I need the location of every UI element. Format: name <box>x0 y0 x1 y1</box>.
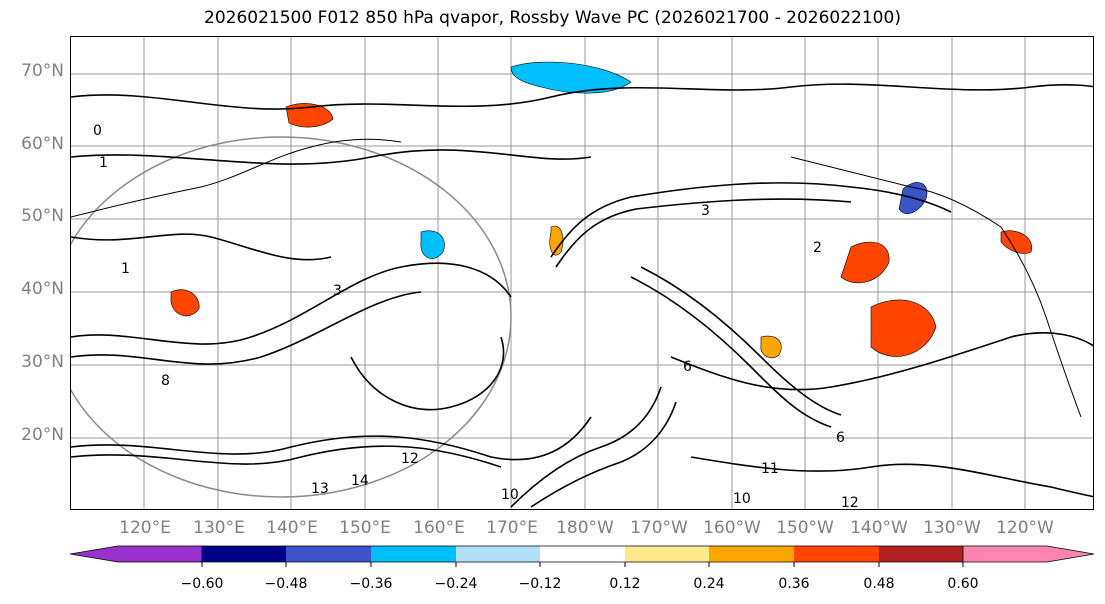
contour-label: 3 <box>701 203 710 219</box>
contour-line <box>670 332 1093 391</box>
anomaly-fill-siberia <box>285 103 334 128</box>
contour-line <box>510 386 662 508</box>
coastline-na-west <box>1000 226 1082 418</box>
anomaly-fill-ne-pacific-2 <box>870 299 937 357</box>
lat-label-70n: 70°N <box>21 61 64 81</box>
colorbar-tick-label: 0.12 <box>609 576 641 592</box>
anomaly-fill-wpac-blue <box>420 230 445 259</box>
contour-line <box>350 336 505 411</box>
colorbar-tick-label: −0.36 <box>349 576 393 592</box>
coastlines <box>71 138 1082 418</box>
contour-line <box>630 276 832 428</box>
anomaly-fill-dateline-orange <box>549 225 564 256</box>
lon-label-130e: 130°E <box>193 518 245 538</box>
lon-label-120e: 120°E <box>119 518 171 538</box>
contour-label: 1 <box>121 261 130 277</box>
map-panel: 0 1 1 2 3 3 6 6 8 10 10 11 12 12 13 14 <box>70 36 1094 510</box>
lon-label-180w: 180°W <box>556 518 614 538</box>
anomaly-fill-japan <box>170 289 200 317</box>
colorbar-bin <box>709 546 794 562</box>
colorbar-tick-label: −0.48 <box>264 576 308 592</box>
contour-label: 12 <box>841 495 859 510</box>
lon-label-130w: 130°W <box>923 518 981 538</box>
lon-label-120w: 120°W <box>996 518 1054 538</box>
lon-label-150w: 150°W <box>776 518 834 538</box>
graticule <box>71 37 1093 509</box>
colorbar-bin <box>202 546 286 562</box>
contour-line <box>640 266 842 416</box>
anomaly-fill-alaska-north <box>510 61 632 94</box>
colorbar-tick-label: 0.24 <box>693 576 725 592</box>
colorbar-bin <box>540 546 625 562</box>
contour-label: 2 <box>813 240 822 256</box>
colorbar-bin-extend-low <box>70 545 203 563</box>
lon-label-170w: 170°W <box>630 518 688 538</box>
colorbar <box>70 545 1095 567</box>
colorbar-bin-extend-high <box>962 545 1095 563</box>
lat-label-50n: 50°N <box>21 206 64 226</box>
colorbar-bin <box>371 546 456 562</box>
contour-line <box>690 456 1093 498</box>
lon-label-140e: 140°E <box>266 518 318 538</box>
contour-label: 10 <box>733 491 751 507</box>
contour-label: 11 <box>761 461 779 477</box>
colorbar-ticks <box>201 562 964 567</box>
lat-label-40n: 40°N <box>21 279 64 299</box>
reference-circle <box>71 136 512 498</box>
colorbar-bin <box>456 546 540 562</box>
map-title: 2026021500 F012 850 hPa qvapor, Rossby W… <box>204 8 901 28</box>
contour-label: 14 <box>351 473 369 489</box>
contour-label: 1 <box>99 155 108 171</box>
colorbar-tick-label: 0.36 <box>778 576 810 592</box>
contour-line <box>71 149 592 165</box>
lat-label-20n: 20°N <box>21 425 64 445</box>
coastline-alaska <box>790 156 1002 228</box>
colorbar-tick-label: 0.48 <box>863 576 895 592</box>
contour-line <box>71 233 332 261</box>
colorbar-bin <box>625 546 709 562</box>
contour-label: 12 <box>401 451 419 467</box>
lon-label-170e: 170°E <box>486 518 538 538</box>
lon-label-160e: 160°E <box>413 518 465 538</box>
contour-label: 13 <box>311 481 329 497</box>
lon-label-150e: 150°E <box>339 518 391 538</box>
contour-line <box>71 291 422 365</box>
colorbar-tick-label: −0.24 <box>434 576 478 592</box>
contour-line <box>71 416 592 461</box>
colorbar-bin <box>794 546 879 562</box>
contour-line <box>71 262 512 345</box>
contour-line <box>71 83 1093 110</box>
colorbar-tick-label: 0.60 <box>947 576 979 592</box>
colorbar-bin <box>286 546 371 562</box>
contour-label: 0 <box>93 123 102 139</box>
contour-label: 6 <box>683 359 692 375</box>
contour-label: 3 <box>333 283 342 299</box>
lon-label-160w: 160°W <box>703 518 761 538</box>
colorbar-bin <box>879 546 963 562</box>
anomaly-fill-midpacific-orange <box>760 335 782 359</box>
contour-line <box>555 198 852 268</box>
lat-label-30n: 30°N <box>21 352 64 372</box>
contour-line <box>550 182 952 258</box>
colorbar-bins <box>70 545 1095 563</box>
contour-line <box>71 445 502 468</box>
contour-label: 8 <box>161 373 170 389</box>
colorbar-tick-label: −0.60 <box>180 576 224 592</box>
coastline-asia <box>71 138 402 218</box>
contour-lines <box>71 83 1093 508</box>
colorbar-tick-label: −0.12 <box>518 576 562 592</box>
map-canvas: 0 1 1 2 3 3 6 6 8 10 10 11 12 12 13 14 <box>71 37 1093 510</box>
contour-label: 6 <box>836 430 845 446</box>
contour-label: 10 <box>501 487 519 503</box>
contour-line <box>530 401 677 508</box>
anomaly-fills <box>170 61 1033 359</box>
anomaly-fill-ne-pacific-1 <box>840 241 890 284</box>
contour-labels: 0 1 1 2 3 3 6 6 8 10 10 11 12 12 13 14 <box>93 123 859 510</box>
anomaly-fill-west-coast <box>1000 230 1033 254</box>
lon-label-140w: 140°W <box>850 518 908 538</box>
lat-label-60n: 60°N <box>21 134 64 154</box>
